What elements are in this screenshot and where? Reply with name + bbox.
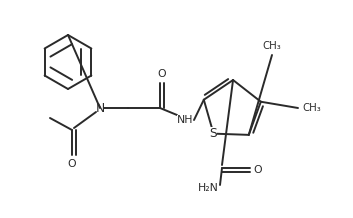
Text: N: N bbox=[95, 102, 104, 114]
Text: S: S bbox=[210, 127, 217, 140]
Text: O: O bbox=[68, 159, 76, 169]
Text: O: O bbox=[254, 165, 262, 175]
Text: CH₃: CH₃ bbox=[303, 103, 321, 113]
Text: O: O bbox=[158, 69, 166, 79]
Text: H₂N: H₂N bbox=[198, 183, 219, 193]
Text: CH₃: CH₃ bbox=[263, 41, 281, 51]
Text: NH: NH bbox=[177, 115, 193, 125]
